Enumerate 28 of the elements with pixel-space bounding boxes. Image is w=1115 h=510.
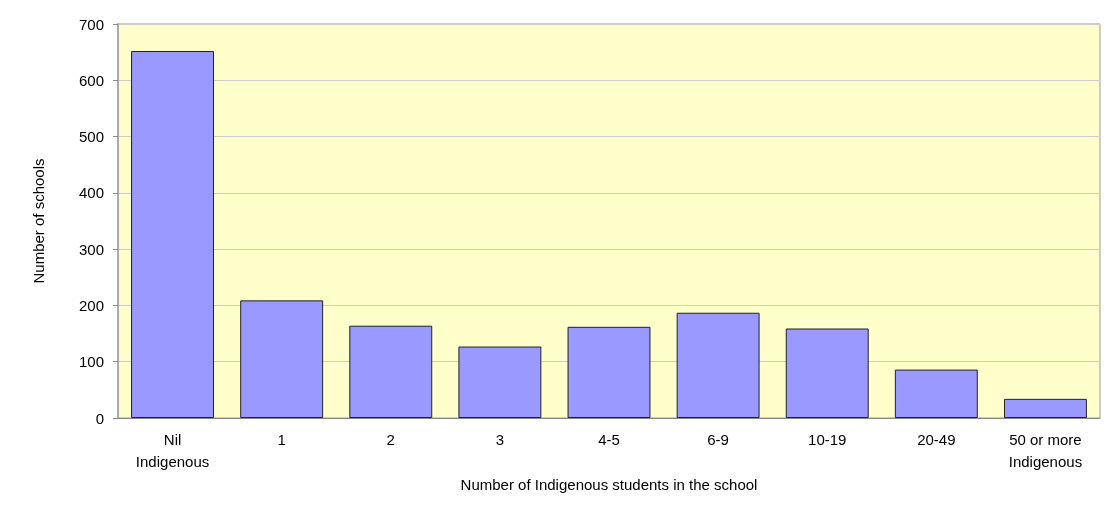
y-tick-label: 600 — [78, 71, 104, 89]
bar — [676, 312, 760, 418]
y-tick-label: 100 — [78, 353, 104, 371]
bar — [894, 369, 978, 418]
y-axis-title: Number of schools — [30, 158, 47, 284]
x-tick-label: 10-19 — [808, 430, 847, 448]
x-tick-label: 2 — [386, 430, 395, 448]
bar — [240, 300, 324, 418]
x-tick-label: 1 — [277, 430, 286, 448]
x-tick-label: Nil Indigenous — [135, 430, 210, 470]
x-tick-label: 3 — [495, 430, 505, 448]
y-tick-label: 0 — [95, 409, 104, 427]
x-tick-label: 4-5 — [598, 430, 620, 448]
x-tick-label: 50 or more Indigenous — [1008, 430, 1083, 470]
bar — [785, 328, 869, 418]
bar — [1003, 398, 1087, 418]
x-tick-label: 20-49 — [917, 430, 956, 448]
bar — [567, 326, 651, 418]
y-tick-label: 300 — [78, 240, 104, 258]
bar — [458, 346, 542, 418]
y-tick-label: 200 — [78, 296, 104, 314]
x-tick-label: 6-9 — [707, 430, 729, 448]
bar — [349, 325, 433, 418]
y-tick-label: 700 — [78, 15, 104, 33]
x-axis-title: Number of Indigenous students in the school — [460, 475, 758, 493]
y-tick-label: 400 — [78, 184, 104, 202]
y-tick-label: 500 — [78, 128, 104, 146]
bar — [131, 51, 215, 418]
